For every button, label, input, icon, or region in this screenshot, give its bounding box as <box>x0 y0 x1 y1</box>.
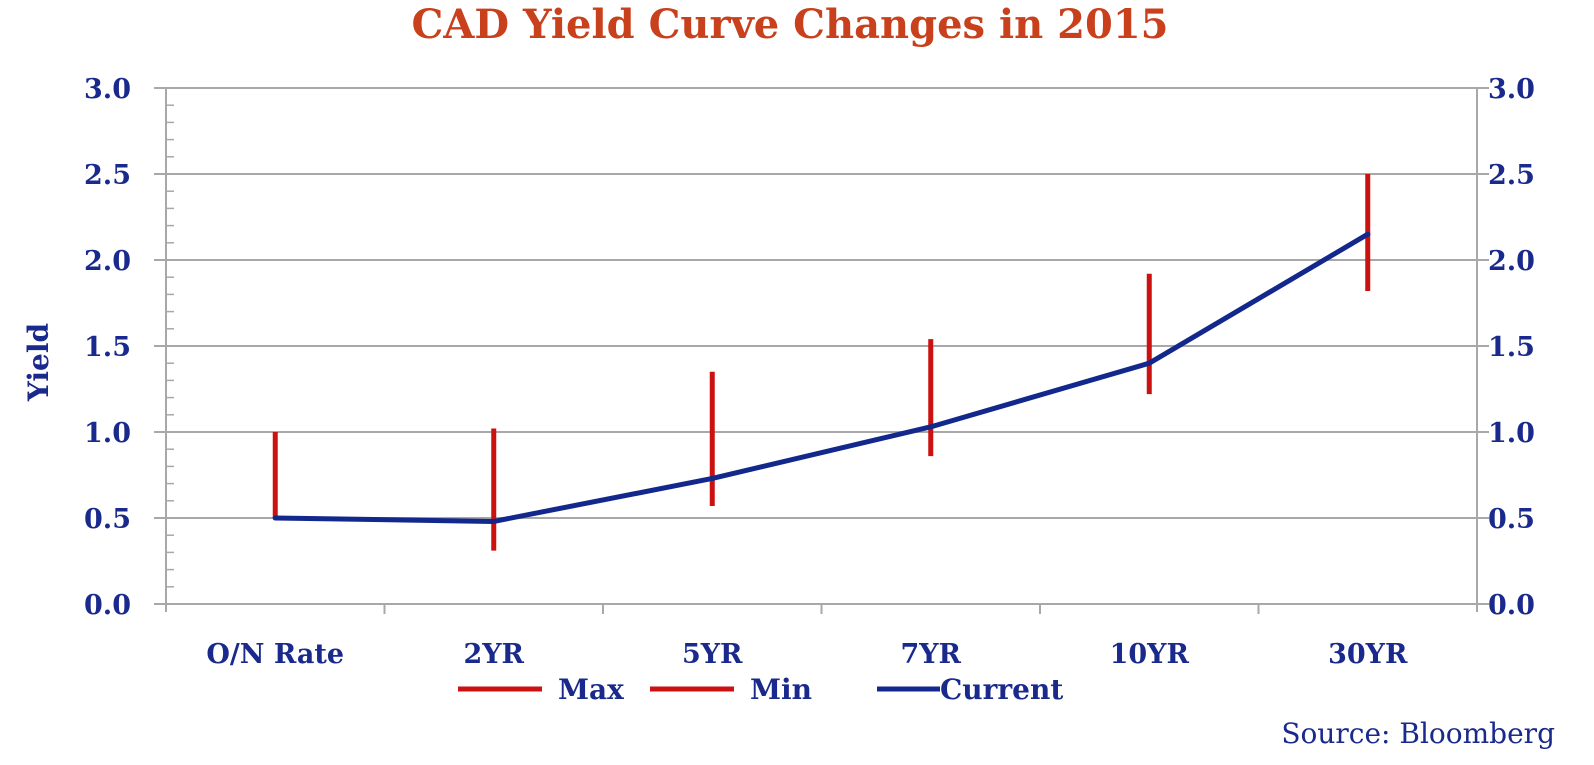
axes <box>165 87 1478 614</box>
current-point <box>491 518 497 524</box>
y-tick-label-left: 2.0 <box>84 246 131 277</box>
y-tick-label-left: 0.5 <box>84 504 131 535</box>
current-series <box>272 231 1371 524</box>
y-tick-label-right: 2.0 <box>1488 246 1535 277</box>
x-tick-label: 5YR <box>682 639 743 670</box>
y-axis-right-ticks: 0.0 0.5 1.0 1.5 2.0 2.5 3.0 <box>1488 74 1535 621</box>
y-tick-label-right: 0.5 <box>1488 504 1535 535</box>
y-tick-label-right: 3.0 <box>1488 74 1535 105</box>
current-point <box>1146 360 1152 366</box>
gridlines <box>154 87 1489 605</box>
y-tick-label-left: 1.5 <box>84 332 131 363</box>
y-tick-label-right: 1.5 <box>1488 332 1535 363</box>
x-axis-categories: O/N Rate 2YR 5YR 7YR 10YR 30YR <box>206 639 1408 670</box>
y-tick-label-left: 1.0 <box>84 418 131 449</box>
range-bars <box>272 174 1371 551</box>
y-tick-label-right: 0.0 <box>1488 590 1535 621</box>
y-axis-label: Yield <box>22 323 55 402</box>
chart-title: CAD Yield Curve Changes in 2015 <box>412 1 1169 48</box>
legend-label-max: Max <box>558 673 624 706</box>
y-tick-label-left: 3.0 <box>84 74 131 105</box>
source-note: Source: Bloomberg <box>1281 717 1555 750</box>
x-tick-label: 2YR <box>464 639 525 670</box>
current-point <box>272 515 278 521</box>
y-tick-label-left: 2.5 <box>84 160 131 191</box>
x-tick-label: 10YR <box>1110 639 1190 670</box>
legend: Max Min Current <box>458 673 1063 706</box>
current-point <box>928 424 934 430</box>
current-point <box>1365 231 1371 237</box>
x-tick-label: 7YR <box>901 639 962 670</box>
y-tick-label-left: 0.0 <box>84 590 131 621</box>
current-line <box>272 231 1371 524</box>
x-tick-label: O/N Rate <box>206 639 344 670</box>
current-point <box>709 475 715 481</box>
legend-label-min: Min <box>750 673 812 706</box>
y-axis-left-ticks: 0.0 0.5 1.0 1.5 2.0 2.5 3.0 <box>84 74 131 621</box>
x-tick-label: 30YR <box>1328 639 1408 670</box>
legend-label-current: Current <box>940 673 1063 706</box>
y-tick-label-right: 1.0 <box>1488 418 1535 449</box>
y-tick-label-right: 2.5 <box>1488 160 1535 191</box>
